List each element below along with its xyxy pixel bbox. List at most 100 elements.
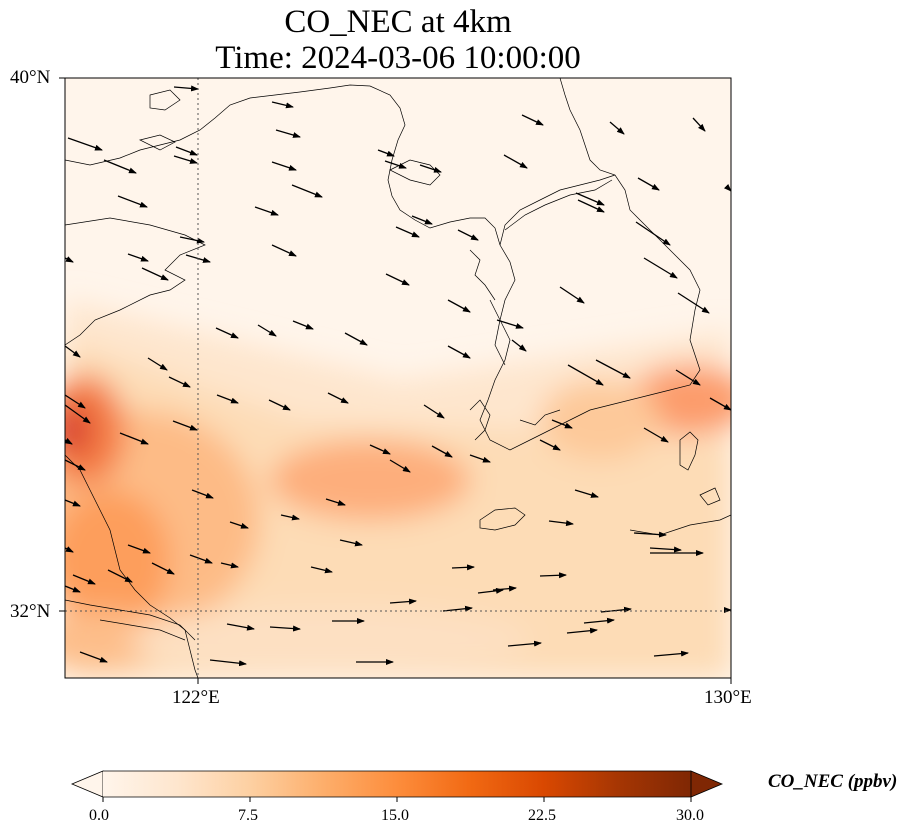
wind-arrow	[431, 445, 453, 458]
wind-arrow	[451, 564, 475, 571]
co-concentration-field	[65, 78, 731, 678]
wind-arrow	[292, 320, 314, 330]
map-title-line2: Time: 2024-03-06 10:00:00	[215, 40, 581, 76]
wind-arrow	[209, 659, 247, 667]
wind-arrow	[384, 160, 407, 169]
wind-arrow	[257, 324, 277, 337]
wind-arrow	[677, 292, 710, 314]
wind-arrow	[447, 299, 471, 313]
wind-arrow	[447, 345, 471, 359]
lon-tick-label-130E: 130°E	[704, 687, 752, 708]
wind-arrow	[127, 253, 149, 262]
wind-arrow	[395, 226, 420, 238]
wind-arrow	[507, 640, 542, 647]
wind-arrow	[65, 459, 86, 471]
axis-ticks	[59, 77, 732, 684]
wind-arrow	[653, 650, 689, 657]
wind-arrow	[67, 137, 103, 151]
wind-arrow	[226, 623, 255, 631]
wind-arrow	[709, 397, 731, 411]
wind-arrow	[268, 399, 291, 411]
wind-arrow	[609, 121, 625, 135]
map-frame	[64, 77, 732, 679]
wind-arrow	[575, 192, 605, 206]
wind-arrow	[72, 574, 96, 585]
wind-arrow	[291, 184, 323, 198]
wind-vectors	[65, 85, 731, 667]
wind-arrow	[220, 562, 239, 569]
coastlines	[65, 78, 731, 678]
wind-arrow	[649, 546, 682, 553]
wind-arrow	[457, 229, 479, 241]
wind-arrow	[173, 85, 199, 92]
wind-arrow	[65, 256, 74, 263]
wind-arrow	[567, 364, 604, 386]
wind-arrow	[496, 319, 524, 329]
wind-arrow	[269, 625, 301, 632]
gridlines	[65, 78, 731, 678]
wind-arrow	[477, 587, 504, 594]
wind-arrow	[216, 394, 239, 404]
wind-arrow	[65, 394, 86, 409]
wind-arrow	[280, 514, 300, 521]
wind-arrow	[389, 598, 417, 605]
wind-arrow	[548, 520, 574, 527]
wind-arrow	[442, 605, 473, 612]
wind-arrow	[577, 199, 605, 213]
wind-arrow	[271, 244, 297, 257]
wind-arrow	[65, 345, 81, 358]
wind-arrow	[151, 562, 175, 575]
wind-arrow	[127, 544, 151, 554]
wind-arrow	[369, 444, 391, 455]
colorbar-tick-label: 22.5	[528, 807, 556, 824]
wind-arrow	[229, 521, 249, 529]
wind-arrow	[65, 585, 81, 593]
wind-arrow	[539, 439, 561, 451]
wind-arrow	[325, 498, 346, 506]
wind-arrow	[173, 155, 198, 164]
colorbar	[70, 770, 724, 802]
colorbar-tick-label: 15.0	[381, 807, 409, 824]
colorbar-extend-low	[70, 770, 104, 798]
wind-arrow	[175, 146, 198, 156]
wind-arrow	[191, 489, 214, 499]
colorbar-tick-label: 30.0	[676, 807, 704, 824]
wind-arrow	[65, 546, 74, 553]
wind-arrow	[344, 332, 368, 346]
wind-arrow	[469, 454, 491, 463]
wind-arrow	[377, 149, 395, 157]
wind-arrow	[423, 404, 445, 419]
wind-arrow	[559, 286, 585, 304]
wind-arrow	[327, 392, 349, 404]
colorbar-label: CO_NEC (ppbv)	[768, 771, 898, 792]
wind-arrow	[643, 427, 669, 443]
wind-arrow	[692, 117, 706, 132]
wind-arrow	[179, 236, 205, 244]
wind-arrow	[595, 359, 631, 379]
wind-arrow	[168, 376, 191, 388]
wind-arrow	[119, 432, 149, 445]
wind-arrow	[675, 369, 701, 386]
wind-arrow	[419, 164, 442, 173]
wind-arrow	[254, 206, 279, 216]
wind-arrow	[271, 101, 294, 109]
wind-arrow	[65, 437, 73, 445]
wind-arrow	[103, 159, 137, 174]
wind-arrow	[539, 572, 567, 579]
colorbar-tick-label: 0.0	[89, 807, 109, 824]
wind-arrow	[566, 627, 598, 634]
wind-arrow	[215, 327, 239, 339]
wind-arrow	[107, 569, 133, 583]
wind-arrow	[574, 489, 599, 498]
wind-arrow	[65, 404, 91, 424]
wind-arrow	[633, 531, 667, 538]
wind-arrow	[411, 215, 433, 225]
colorbar-gradient	[103, 771, 691, 797]
lon-tick-label-122E: 122°E	[172, 687, 220, 708]
wind-arrow	[172, 420, 198, 431]
wind-arrow	[189, 554, 213, 564]
lat-tick-label-40N: 40°N	[10, 67, 51, 88]
wind-arrow	[635, 221, 671, 246]
wind-arrow	[503, 154, 528, 169]
